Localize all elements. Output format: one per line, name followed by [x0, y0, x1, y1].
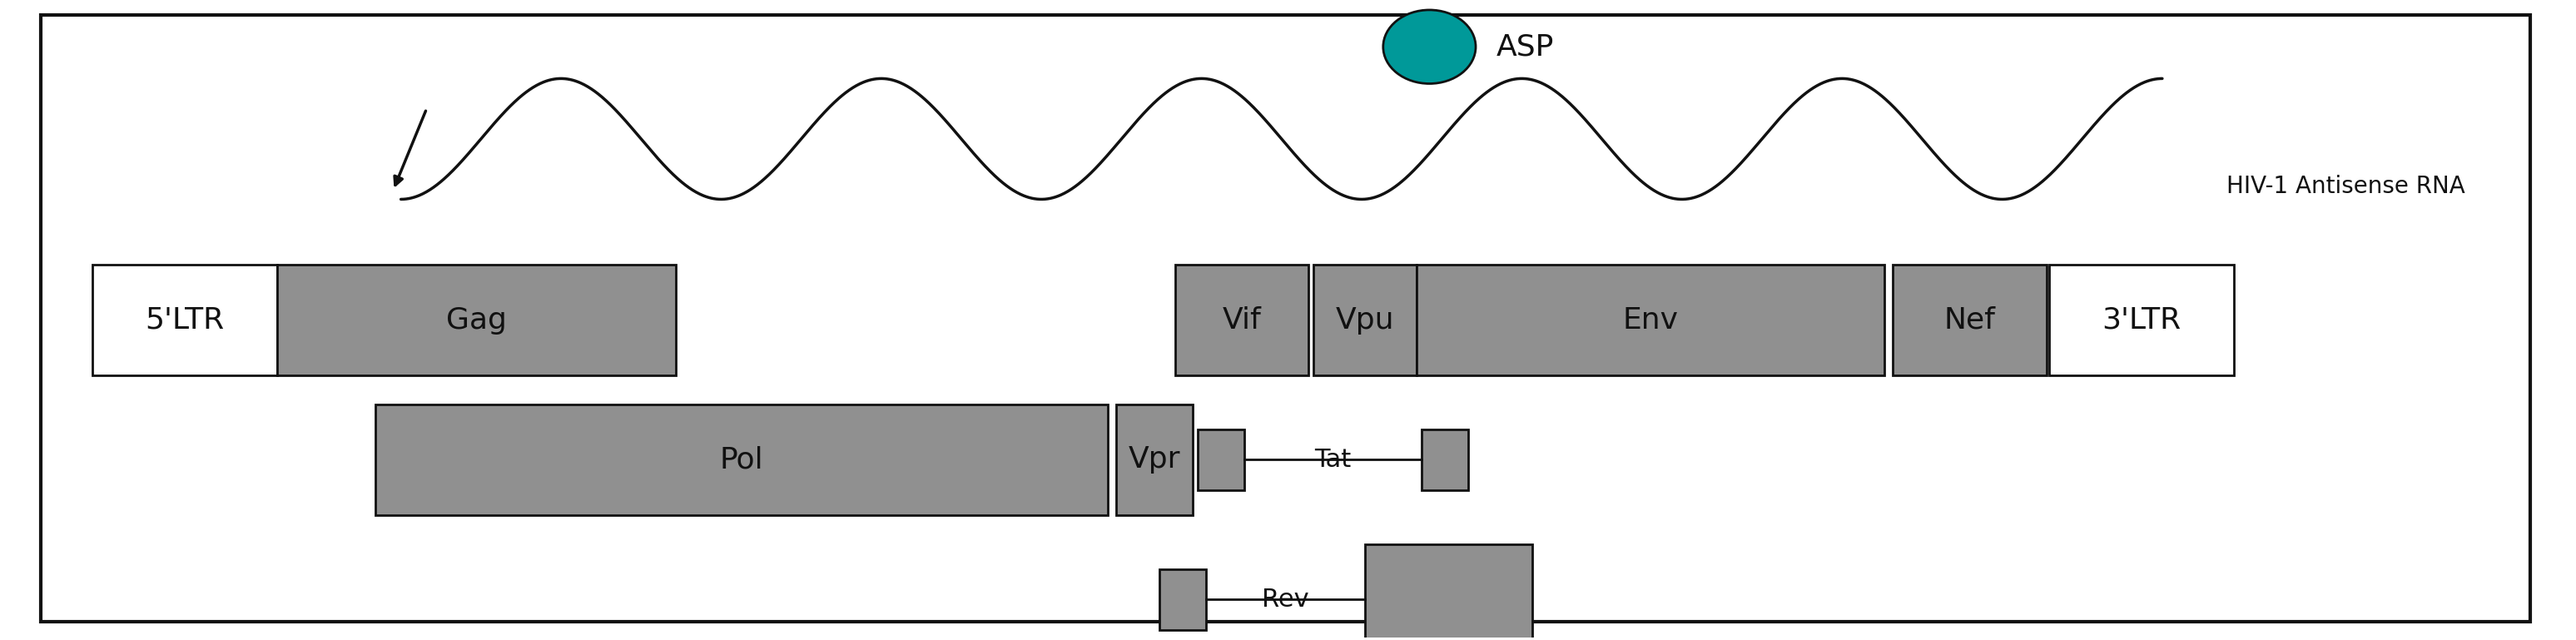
FancyBboxPatch shape: [1198, 429, 1244, 490]
Text: ASP: ASP: [1497, 33, 1553, 61]
FancyBboxPatch shape: [1115, 404, 1193, 515]
Text: Vpr: Vpr: [1128, 445, 1180, 474]
Text: HIV-1 Antisense RNA: HIV-1 Antisense RNA: [2226, 175, 2465, 198]
Ellipse shape: [1383, 10, 1476, 84]
FancyBboxPatch shape: [1422, 429, 1468, 490]
FancyBboxPatch shape: [1159, 569, 1206, 630]
Text: Env: Env: [1623, 306, 1680, 334]
FancyBboxPatch shape: [1314, 264, 1417, 376]
Text: Vif: Vif: [1221, 306, 1262, 334]
Text: Tat: Tat: [1314, 448, 1352, 472]
Text: Nef: Nef: [1945, 306, 1996, 334]
FancyBboxPatch shape: [93, 264, 278, 376]
FancyBboxPatch shape: [376, 404, 1108, 515]
FancyBboxPatch shape: [2048, 264, 2233, 376]
Text: 3'LTR: 3'LTR: [2102, 306, 2182, 334]
FancyBboxPatch shape: [1417, 264, 1886, 376]
FancyBboxPatch shape: [278, 264, 675, 376]
FancyBboxPatch shape: [1365, 544, 1533, 640]
FancyBboxPatch shape: [1175, 264, 1309, 376]
Text: Vpu: Vpu: [1337, 306, 1394, 334]
FancyBboxPatch shape: [1893, 264, 2045, 376]
Text: Gag: Gag: [446, 306, 507, 334]
Text: Pol: Pol: [719, 445, 762, 474]
Text: Rev: Rev: [1262, 588, 1309, 612]
Text: 5'LTR: 5'LTR: [144, 306, 224, 334]
